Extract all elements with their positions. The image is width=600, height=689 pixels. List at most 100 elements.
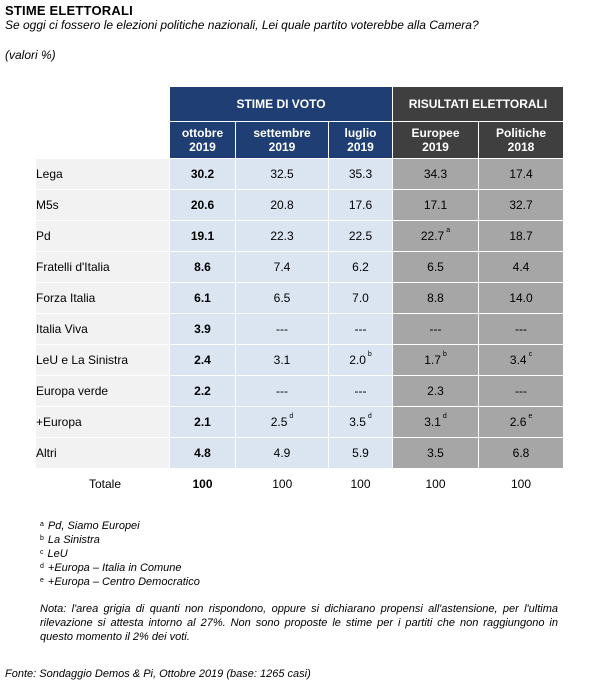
value-europee: 3.5	[392, 437, 479, 469]
footnote-mark: e	[528, 413, 533, 420]
footnote-item: e +Europa – Centro Democratico	[40, 576, 200, 588]
footnote-item: c LeU	[40, 548, 68, 560]
value-october: 6.1	[169, 282, 236, 314]
value-europee: 3.1 d	[392, 406, 479, 438]
value-october: 30.2	[169, 158, 236, 190]
footnotes: a Pd, Siamo Europei b La Sinistra c LeU d +Euro…	[40, 519, 200, 589]
value-politiche: 32.7	[478, 189, 564, 221]
value-politiche: ---	[478, 375, 564, 407]
total-september: 100	[235, 468, 329, 500]
value-october: 8.6	[169, 251, 236, 283]
value-july: 5.9	[328, 437, 393, 469]
group-header-results: RISULTATI ELETTORALI	[392, 86, 564, 122]
value-europee: 6.5	[392, 251, 479, 283]
footnote-item: a Pd, Siamo Europei	[40, 520, 140, 532]
table-row: Europa verde 2.2 --- --- 2.3 ---	[36, 375, 564, 407]
value-politiche: 17.4	[478, 158, 564, 190]
party-name: LeU e La Sinistra	[36, 344, 170, 376]
value-september: ---	[235, 313, 329, 345]
vote-estimates-table: STIME DI VOTO RISULTATI ELETTORALI ottob…	[36, 86, 564, 500]
footnote-mark: d	[367, 413, 372, 420]
value-september: 22.3	[235, 220, 329, 252]
value-september: 2.5 d	[235, 406, 329, 438]
column-header-september: settembre 2019	[235, 121, 329, 159]
value-july: 3.5 d	[328, 406, 393, 438]
footnote-mark: a	[446, 227, 451, 234]
note-text: Nota: l'area grigia di quanti non rispon…	[40, 603, 558, 643]
party-name: M5s	[36, 189, 170, 221]
value-politiche: 4.4	[478, 251, 564, 283]
table-row: M5s 20.6 20.8 17.6 17.1 32.7	[36, 189, 564, 221]
total-july: 100	[328, 468, 393, 500]
table-row: Lega 30.2 32.5 35.3 34.3 17.4	[36, 158, 564, 190]
value-europee: ---	[392, 313, 479, 345]
value-europee: 17.1	[392, 189, 479, 221]
value-september: 3.1	[235, 344, 329, 376]
party-name: Pd	[36, 220, 170, 252]
party-name: Italia Viva	[36, 313, 170, 345]
group-header-estimates: STIME DI VOTO	[169, 86, 393, 122]
value-politiche: 2.6 e	[478, 406, 564, 438]
column-header-europee: Europee 2019	[392, 121, 479, 159]
table-row: Altri 4.8 4.9 5.9 3.5 6.8	[36, 437, 564, 469]
value-july: 17.6	[328, 189, 393, 221]
party-name: Lega	[36, 158, 170, 190]
value-july: ---	[328, 375, 393, 407]
value-politiche: 14.0	[478, 282, 564, 314]
total-label: Totale	[36, 468, 170, 500]
footnote-item: b La Sinistra	[40, 534, 100, 546]
footnote-mark: c	[528, 351, 533, 358]
value-october: 2.4	[169, 344, 236, 376]
page-title: STIME ELETTORALI	[5, 3, 133, 18]
footnote-mark: b	[442, 351, 447, 358]
table-corner	[36, 86, 170, 122]
value-europee: 22.7 a	[392, 220, 479, 252]
column-header-july: luglio 2019	[328, 121, 393, 159]
value-october: 3.9	[169, 313, 236, 345]
party-name: Fratelli d'Italia	[36, 251, 170, 283]
value-europee: 1.7 b	[392, 344, 479, 376]
table-row: LeU e La Sinistra 2.4 3.1 2.0 b 1.7 b 3.4 c	[36, 344, 564, 376]
value-europee: 34.3	[392, 158, 479, 190]
total-row: Totale 100 100 100 100 100	[36, 468, 564, 500]
value-september: 6.5	[235, 282, 329, 314]
total-politiche: 100	[478, 468, 564, 500]
column-header-october: ottobre 2019	[169, 121, 236, 159]
value-politiche: 3.4 c	[478, 344, 564, 376]
value-europee: 2.3	[392, 375, 479, 407]
value-september: 7.4	[235, 251, 329, 283]
value-july: ---	[328, 313, 393, 345]
party-name: +Europa	[36, 406, 170, 438]
value-politiche: 6.8	[478, 437, 564, 469]
value-politiche: ---	[478, 313, 564, 345]
value-politiche: 18.7	[478, 220, 564, 252]
table-row: Forza Italia 6.1 6.5 7.0 8.8 14.0	[36, 282, 564, 314]
footnote-mark: d	[289, 413, 294, 420]
value-september: ---	[235, 375, 329, 407]
value-july: 7.0	[328, 282, 393, 314]
table-row: Italia Viva 3.9 --- --- --- ---	[36, 313, 564, 345]
party-name: Altri	[36, 437, 170, 469]
footnote-item: d +Europa – Italia in Comune	[40, 562, 182, 574]
table-row: Fratelli d'Italia 8.6 7.4 6.2 6.5 4.4	[36, 251, 564, 283]
value-europee: 8.8	[392, 282, 479, 314]
value-july: 35.3	[328, 158, 393, 190]
value-october: 20.6	[169, 189, 236, 221]
unit-label: (valori %)	[5, 48, 56, 62]
total-europee: 100	[392, 468, 479, 500]
value-july: 6.2	[328, 251, 393, 283]
value-october: 19.1	[169, 220, 236, 252]
column-header-politiche: Politiche 2018	[478, 121, 564, 159]
table-corner-sub	[36, 121, 170, 159]
value-july: 22.5	[328, 220, 393, 252]
value-september: 4.9	[235, 437, 329, 469]
source-text: Fonte: Sondaggio Demos & Pi, Ottobre 201…	[5, 668, 311, 680]
survey-question: Se oggi ci fossero le elezioni politiche…	[5, 18, 479, 32]
value-october: 2.2	[169, 375, 236, 407]
value-october: 2.1	[169, 406, 236, 438]
footnote-mark: b	[367, 351, 372, 358]
party-name: Europa verde	[36, 375, 170, 407]
footnote-mark: d	[442, 413, 447, 420]
value-september: 32.5	[235, 158, 329, 190]
value-september: 20.8	[235, 189, 329, 221]
